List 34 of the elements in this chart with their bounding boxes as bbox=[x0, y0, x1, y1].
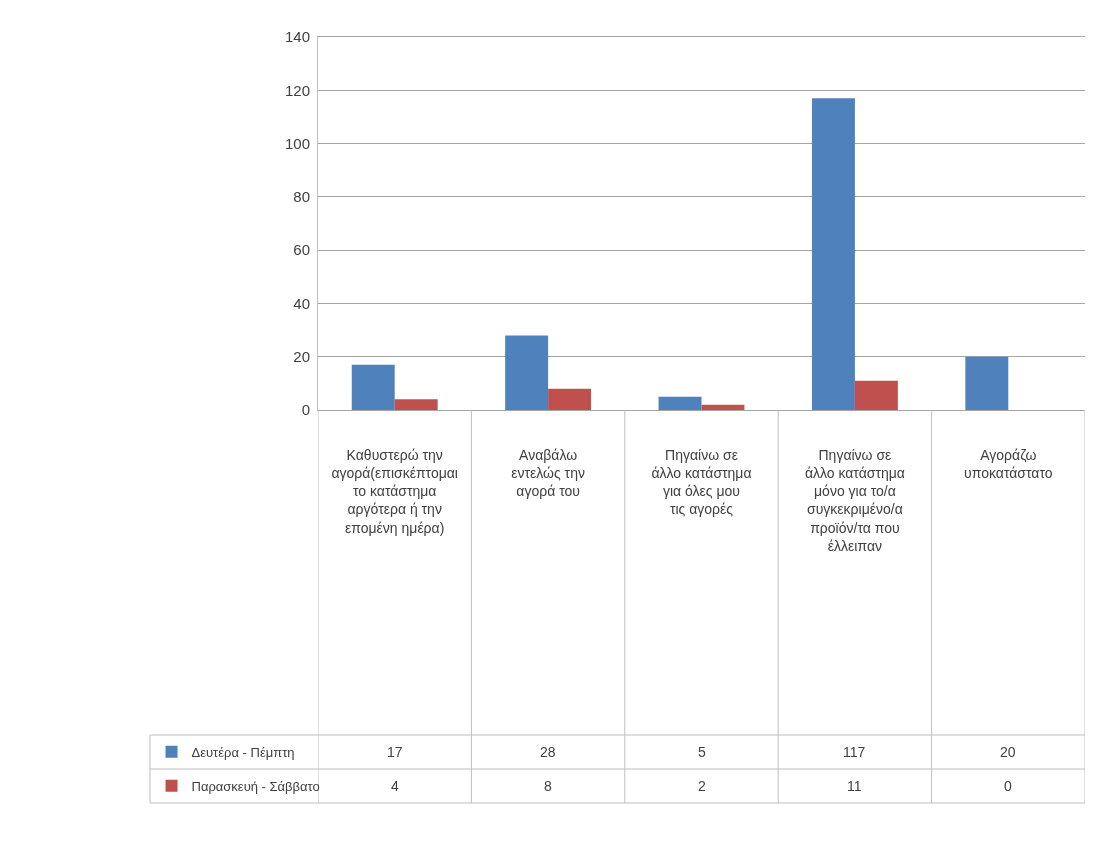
data-label: 5 bbox=[698, 744, 706, 760]
y-tick-label: 140 bbox=[284, 28, 310, 46]
bar bbox=[548, 388, 592, 410]
bar bbox=[658, 396, 702, 410]
data-label: 8 bbox=[544, 778, 552, 794]
bar bbox=[701, 404, 745, 410]
data-label: 0 bbox=[1004, 778, 1012, 794]
x-tick-label: Αναβάλω εντελώς την αγορά του bbox=[511, 446, 585, 500]
bar bbox=[811, 98, 855, 410]
data-label: 11 bbox=[847, 778, 862, 794]
data-label: 28 bbox=[540, 744, 556, 760]
data-label: 4 bbox=[391, 778, 399, 794]
bar bbox=[505, 335, 549, 410]
y-tick-label: 120 bbox=[284, 81, 310, 99]
x-tick-label: Πηγαίνω σε άλλο κατάστημα μόνο για το/α συγκεκριμένο/α προϊόν/τα που έλλειπαν bbox=[804, 446, 905, 554]
legend-label: Παρασκευή - Σάββατο bbox=[191, 778, 320, 794]
y-tick-label: 60 bbox=[293, 241, 310, 259]
x-tick-label: Καθυστερώ την αγορά(επισκέπτομαι το κατάστημα αργότερα ή την επομένη ημέρα) bbox=[331, 446, 458, 536]
legend-label: Δευτέρα - Πέμπτη bbox=[191, 744, 295, 760]
bar bbox=[965, 356, 1009, 410]
bar bbox=[351, 364, 395, 410]
y-tick-label: 20 bbox=[293, 347, 310, 365]
data-label: 2 bbox=[698, 778, 706, 794]
bar bbox=[854, 380, 898, 410]
data-label: 117 bbox=[843, 744, 866, 760]
y-tick-label: 80 bbox=[293, 188, 310, 206]
data-label: 20 bbox=[1000, 744, 1016, 760]
y-tick-label: 0 bbox=[301, 401, 310, 419]
x-tick-label: Αγοράζω υποκατάστατο bbox=[964, 446, 1053, 481]
x-tick-label: Πηγαίνω σε άλλο κατάστημα για όλες μου τις αγορές bbox=[651, 446, 752, 518]
bar bbox=[394, 399, 438, 410]
y-tick-label: 40 bbox=[293, 294, 310, 312]
data-label: 17 bbox=[387, 744, 403, 760]
y-tick-label: 100 bbox=[284, 134, 310, 152]
